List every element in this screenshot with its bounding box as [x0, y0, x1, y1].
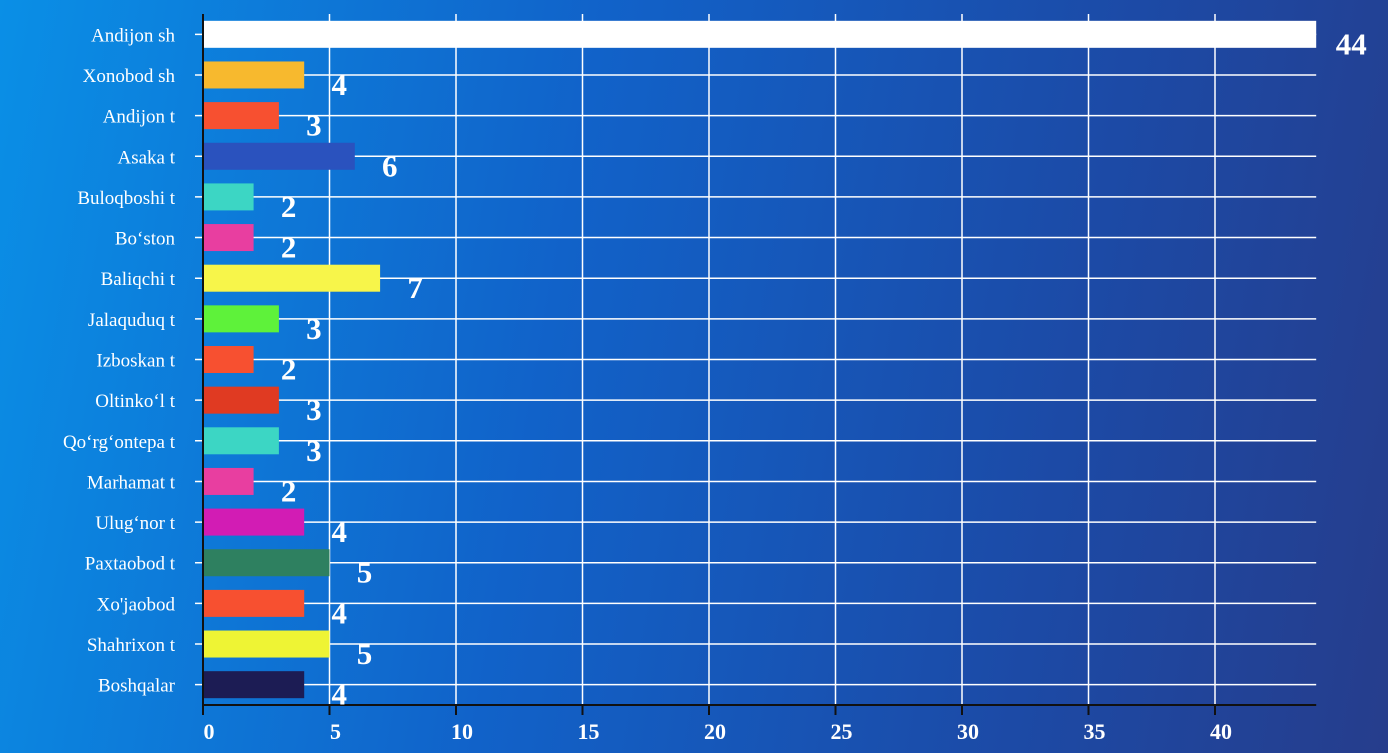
- bar: [203, 224, 254, 252]
- category-label: Ulug‘nor t: [95, 513, 175, 534]
- category-label: Baliqchi t: [101, 269, 176, 290]
- bar: [203, 346, 254, 373]
- data-label: 4: [331, 67, 347, 102]
- data-label: 6: [382, 148, 398, 183]
- x-tick-label: 40: [1210, 719, 1232, 744]
- bars-layer: [203, 20, 1317, 699]
- category-label: Andijon sh: [91, 25, 175, 46]
- x-tick-label: 0: [204, 719, 215, 744]
- data-label: 5: [357, 555, 373, 590]
- data-label: 3: [306, 108, 322, 143]
- data-label: 4: [331, 514, 347, 549]
- bar: [203, 671, 305, 699]
- x-tick-label: 5: [330, 719, 341, 744]
- x-tick-label: 30: [957, 719, 979, 744]
- x-tick-label: 25: [831, 719, 853, 744]
- bar: [203, 549, 330, 577]
- bar: [203, 61, 305, 89]
- bar: [203, 427, 279, 455]
- x-tick-label: 10: [451, 719, 473, 744]
- category-label: Paxtaobod t: [85, 554, 176, 575]
- data-label: 4: [331, 595, 347, 630]
- category-label: Izboskan t: [96, 351, 175, 372]
- category-label: Boshqalar: [98, 676, 176, 697]
- data-label: 4: [331, 677, 347, 712]
- data-label: 3: [306, 311, 322, 346]
- data-label: 2: [281, 189, 297, 224]
- grid-layer: [195, 14, 1317, 705]
- bar: [203, 102, 279, 130]
- category-label: Xonobod sh: [83, 66, 176, 87]
- bar: [203, 183, 254, 211]
- x-tick-label: 15: [578, 719, 600, 744]
- category-label: Shahrixon t: [87, 635, 176, 656]
- category-label: Qo‘rg‘ontepa t: [63, 432, 176, 453]
- data-label: 5: [357, 636, 373, 671]
- data-label: 2: [281, 473, 297, 508]
- category-label: Xo'jaobod: [97, 594, 176, 615]
- category-label: Andijon t: [103, 107, 176, 128]
- axis-layer: [202, 14, 1317, 715]
- bar: [203, 20, 1317, 48]
- bar: [203, 386, 279, 414]
- bar: [203, 264, 381, 292]
- bar: [203, 142, 355, 170]
- category-label: Jalaquduq t: [88, 310, 176, 331]
- bar: [203, 589, 305, 617]
- x-tick-label: 20: [704, 719, 726, 744]
- data-label: 44: [1336, 26, 1367, 61]
- data-label: 2: [281, 230, 297, 265]
- data-label: 7: [407, 270, 423, 305]
- category-label: Asaka t: [117, 147, 175, 168]
- bar: [203, 467, 254, 495]
- bar: [203, 630, 330, 658]
- x-tick-label: 35: [1084, 719, 1106, 744]
- category-label: Oltinko‘l t: [95, 391, 175, 412]
- bar: [203, 508, 305, 536]
- data-label: 3: [306, 392, 322, 427]
- data-label: 2: [281, 352, 297, 387]
- category-label: Bo‘ston: [115, 229, 176, 250]
- category-label: Buloqboshi t: [77, 188, 175, 209]
- data-label: 3: [306, 433, 322, 468]
- category-label: Marhamat t: [87, 472, 176, 493]
- bar: [203, 305, 279, 333]
